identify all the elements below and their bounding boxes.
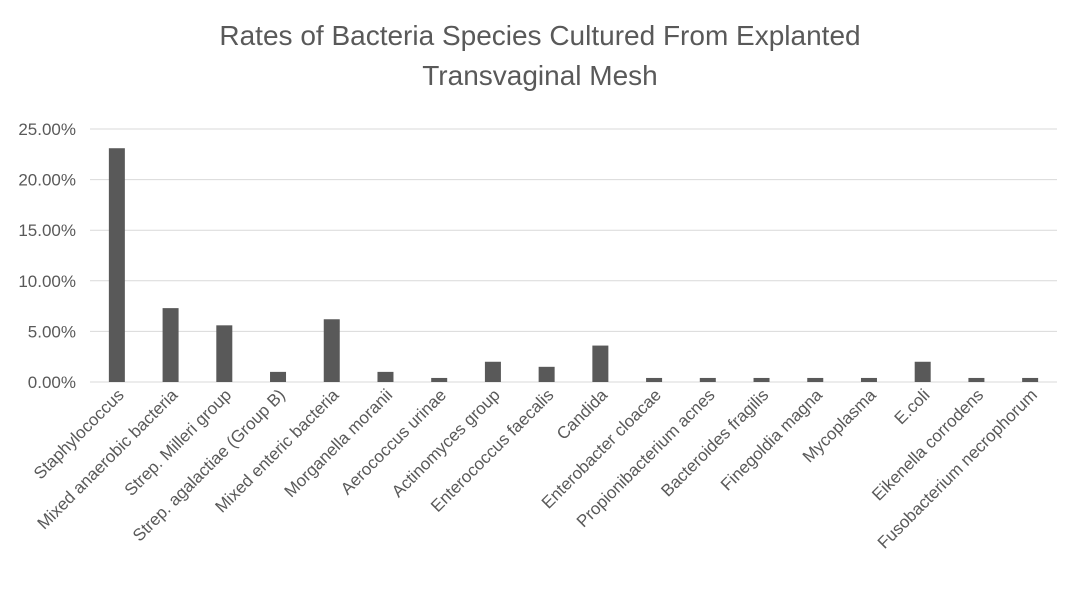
bar xyxy=(968,377,985,382)
y-tick-label: 10.00% xyxy=(18,272,76,291)
bar xyxy=(377,371,394,382)
y-tick-label: 0.00% xyxy=(28,373,76,392)
chart-title-line-1: Rates of Bacteria Species Cultured From … xyxy=(219,20,861,51)
y-tick-label: 20.00% xyxy=(18,171,76,190)
bar xyxy=(162,308,179,382)
y-tick-label: 5.00% xyxy=(28,322,76,341)
y-tick-label: 15.00% xyxy=(18,221,76,240)
bar xyxy=(323,319,340,382)
x-tick-label: Staphylococcus xyxy=(30,385,128,483)
bar xyxy=(484,361,501,382)
bar xyxy=(108,148,125,382)
bar xyxy=(914,361,931,382)
bar xyxy=(646,377,663,382)
x-tick-label: E.coli xyxy=(891,385,934,428)
chart-title-line-2: Transvaginal Mesh xyxy=(422,60,658,91)
bar xyxy=(860,377,877,382)
bar xyxy=(1022,377,1039,382)
bar xyxy=(538,366,555,382)
y-tick-label: 25.00% xyxy=(18,120,76,139)
bar xyxy=(753,377,770,382)
x-tick-label: Finegoldia magna xyxy=(717,385,826,494)
bar xyxy=(592,345,609,382)
bar xyxy=(807,377,824,382)
bar xyxy=(270,371,287,382)
bar xyxy=(699,377,716,382)
bar xyxy=(431,377,448,382)
bar xyxy=(216,325,233,382)
